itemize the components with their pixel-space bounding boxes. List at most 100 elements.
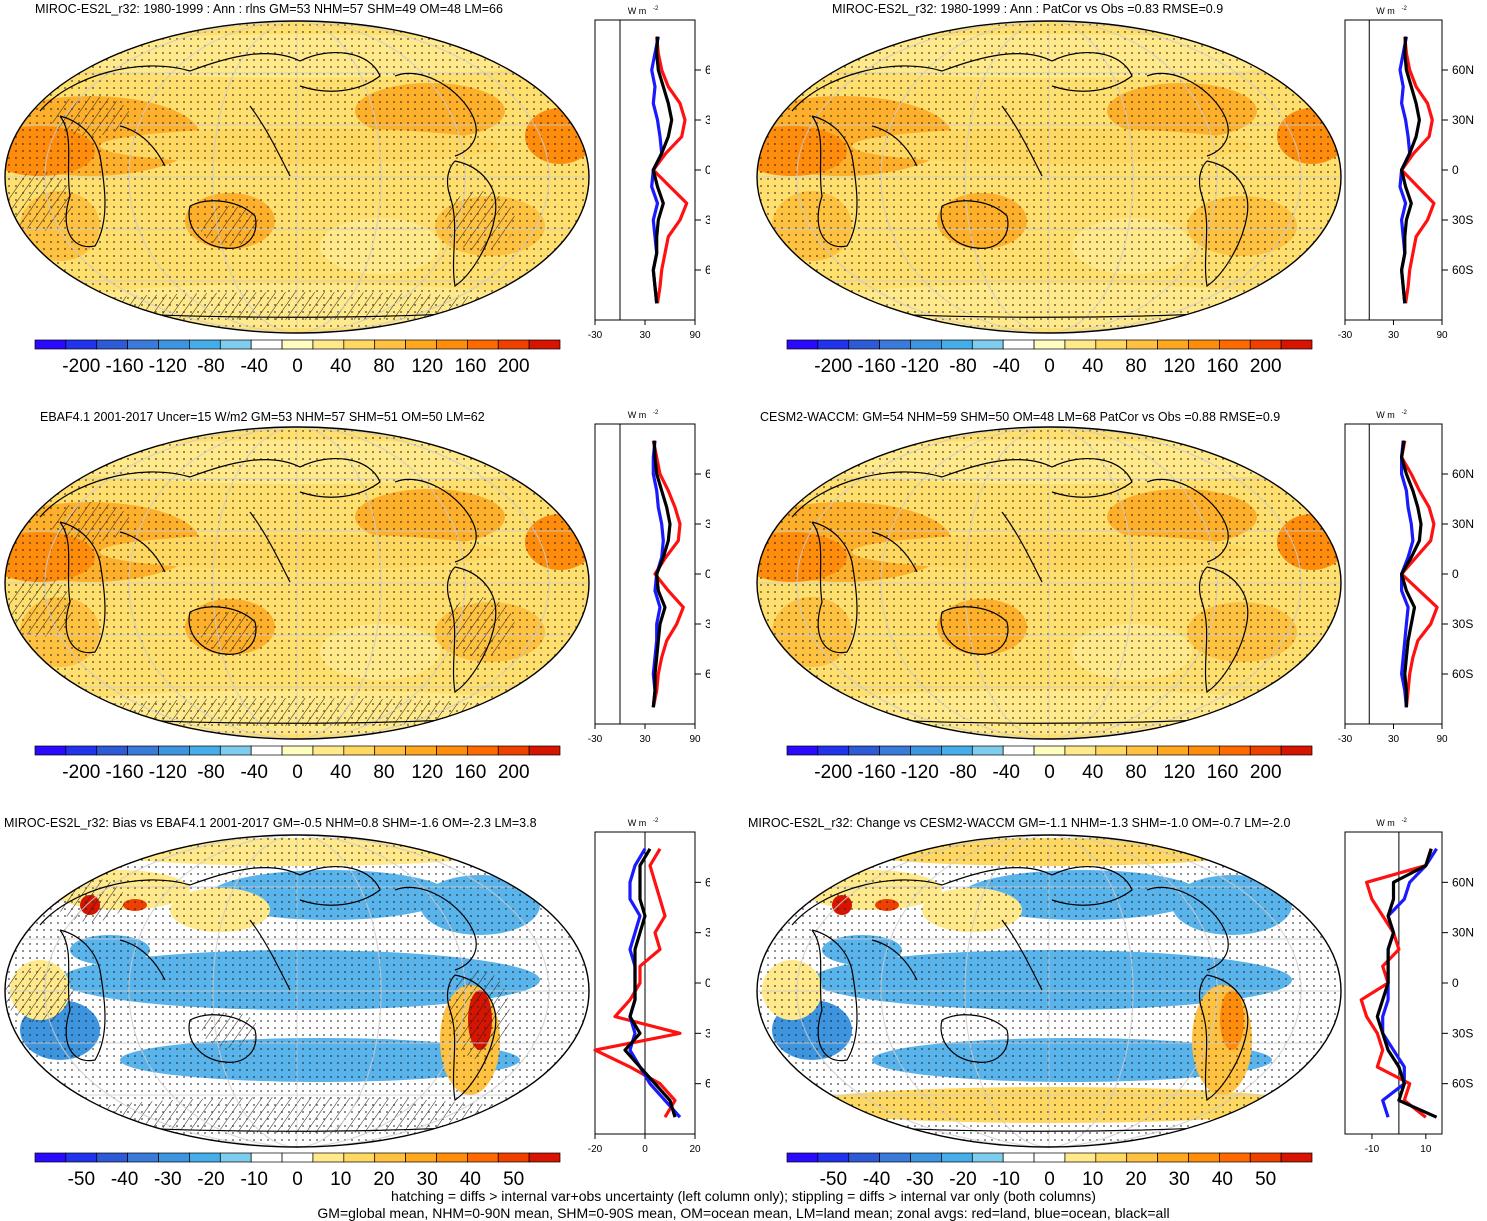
colorbar-swatch [941, 746, 972, 755]
lat-tick-label: 60N [705, 63, 710, 77]
x-tick-label: -30 [1338, 734, 1353, 745]
colorbar-swatch [1034, 1153, 1065, 1162]
colorbar-tick-label: 40 [460, 1169, 481, 1190]
x-tick-label: 10 [1420, 1144, 1432, 1155]
colorbar-swatch [220, 746, 251, 755]
colorbar-swatch [436, 1153, 467, 1162]
colorbar-swatch [911, 1153, 942, 1162]
world-map-panel [0, 16, 595, 338]
colorbar-swatch [880, 340, 911, 349]
colorbar-swatch [1003, 340, 1034, 349]
colorbar-tick-label: -80 [949, 762, 976, 783]
colorbar-swatch [1219, 340, 1250, 349]
colorbar-swatch [818, 1153, 849, 1162]
x-tick-label: -10 [1365, 1144, 1380, 1155]
colorbar-tick-label: 0 [1044, 356, 1055, 377]
x-tick-label: 30 [1388, 330, 1400, 341]
lat-tick-label: 60N [1452, 467, 1474, 481]
colorbar-swatch [1003, 746, 1034, 755]
colorbar-swatch [159, 746, 190, 755]
colorbar-swatch [66, 1153, 97, 1162]
lat-tick-label: 60S [1452, 667, 1473, 681]
colorbar-swatch [1096, 340, 1127, 349]
colorbar-swatch [911, 340, 942, 349]
colorbar-swatch [529, 746, 560, 755]
colorbar-swatch [1250, 340, 1281, 349]
colorbar-tick-label: 40 [330, 762, 351, 783]
footer-note-1: hatching = diffs > internal var+obs unce… [0, 1188, 1487, 1204]
colorbar-swatch [282, 746, 313, 755]
colorbar-tick-label: 40 [1082, 762, 1103, 783]
zonal-series-ocean [630, 849, 680, 1117]
panel-title: MIROC-ES2L_r32: Bias vs EBAF4.1 2001-201… [4, 816, 537, 830]
colorbar-tick-label: 40 [1212, 1169, 1233, 1190]
zonal-plot-frame [1345, 832, 1442, 1134]
colorbar-swatch [1003, 1153, 1034, 1162]
colorbar-swatch [344, 1153, 375, 1162]
colorbar-tick-label: -200 [814, 762, 852, 783]
lat-tick-label: 30N [705, 113, 710, 127]
colorbar-swatch [1065, 340, 1096, 349]
colorbar-swatch [1158, 340, 1189, 349]
colorbar-swatch [498, 340, 529, 349]
colorbar-swatch [35, 1153, 66, 1162]
unit-label: W m [628, 818, 647, 828]
colorbar-swatch [66, 746, 97, 755]
colorbar-tick-label: -120 [901, 356, 939, 377]
colorbar-tick-label: 80 [373, 356, 394, 377]
colorbar-swatch [1065, 1153, 1096, 1162]
colorbar-swatch [1158, 746, 1189, 755]
colorbar-swatch [1281, 746, 1312, 755]
colorbar-tick-label: -120 [149, 762, 187, 783]
lat-tick-label: 30N [1452, 113, 1474, 127]
colorbar-tick-label: 0 [1044, 762, 1055, 783]
colorbar-tick-label: 200 [498, 762, 530, 783]
colorbar-swatch [436, 340, 467, 349]
zonal-series-land [1361, 849, 1431, 1117]
lat-tick-label: 0 [1452, 163, 1459, 177]
x-tick-label: -20 [588, 1144, 603, 1155]
colorbar-swatch [1219, 1153, 1250, 1162]
x-tick-label: 0 [642, 1144, 648, 1155]
unit-exponent: -2 [1402, 818, 1408, 824]
colorbar-swatch [1096, 746, 1127, 755]
zonal-series-all [625, 849, 675, 1117]
colorbar-swatch [128, 746, 159, 755]
colorbar-swatch [1034, 340, 1065, 349]
colorbar-tick-label: -20 [197, 1169, 224, 1190]
x-tick-label: -30 [588, 330, 603, 341]
colorbar-swatch [1188, 340, 1219, 349]
zonal-series-land [1402, 37, 1434, 304]
colorbar-swatch [251, 1153, 282, 1162]
colorbar-tick-label: 160 [455, 762, 487, 783]
x-tick-label: 90 [1436, 330, 1448, 341]
colorbar-tick-label: 160 [455, 356, 487, 377]
colorbar-tick-label: 40 [1082, 356, 1103, 377]
colorbar-swatch [35, 746, 66, 755]
colorbar-tick-label: 160 [1207, 356, 1239, 377]
colorbar-tick-label: -160 [858, 356, 896, 377]
colorbar-tick-label: -200 [814, 356, 852, 377]
lat-tick-label: 0 [705, 976, 710, 990]
colorbar-swatch [1250, 1153, 1281, 1162]
colorbar-swatch [1034, 746, 1065, 755]
footer-note-2: GM=global mean, NHM=0-90N mean, SHM=0-90… [0, 1205, 1487, 1221]
colorbar-tick-label: -80 [949, 356, 976, 377]
world-map-panel [752, 422, 1347, 744]
colorbar-swatch [880, 1153, 911, 1162]
colorbar-tick-label: -120 [149, 356, 187, 377]
colorbar-tick-label: -40 [111, 1169, 138, 1190]
colorbar-tick-label: -20 [949, 1169, 976, 1190]
colorbar-swatch [344, 340, 375, 349]
colorbar-tick-label: 200 [1250, 762, 1282, 783]
colorbar-swatch [1281, 1153, 1312, 1162]
lat-tick-label: 60N [705, 467, 710, 481]
colorbar-swatch [159, 340, 190, 349]
colorbar-swatch [1127, 340, 1158, 349]
colorbar-swatch [911, 746, 942, 755]
colorbar-tick-label: 10 [330, 1169, 351, 1190]
colorbar-tick-label: 120 [411, 356, 443, 377]
